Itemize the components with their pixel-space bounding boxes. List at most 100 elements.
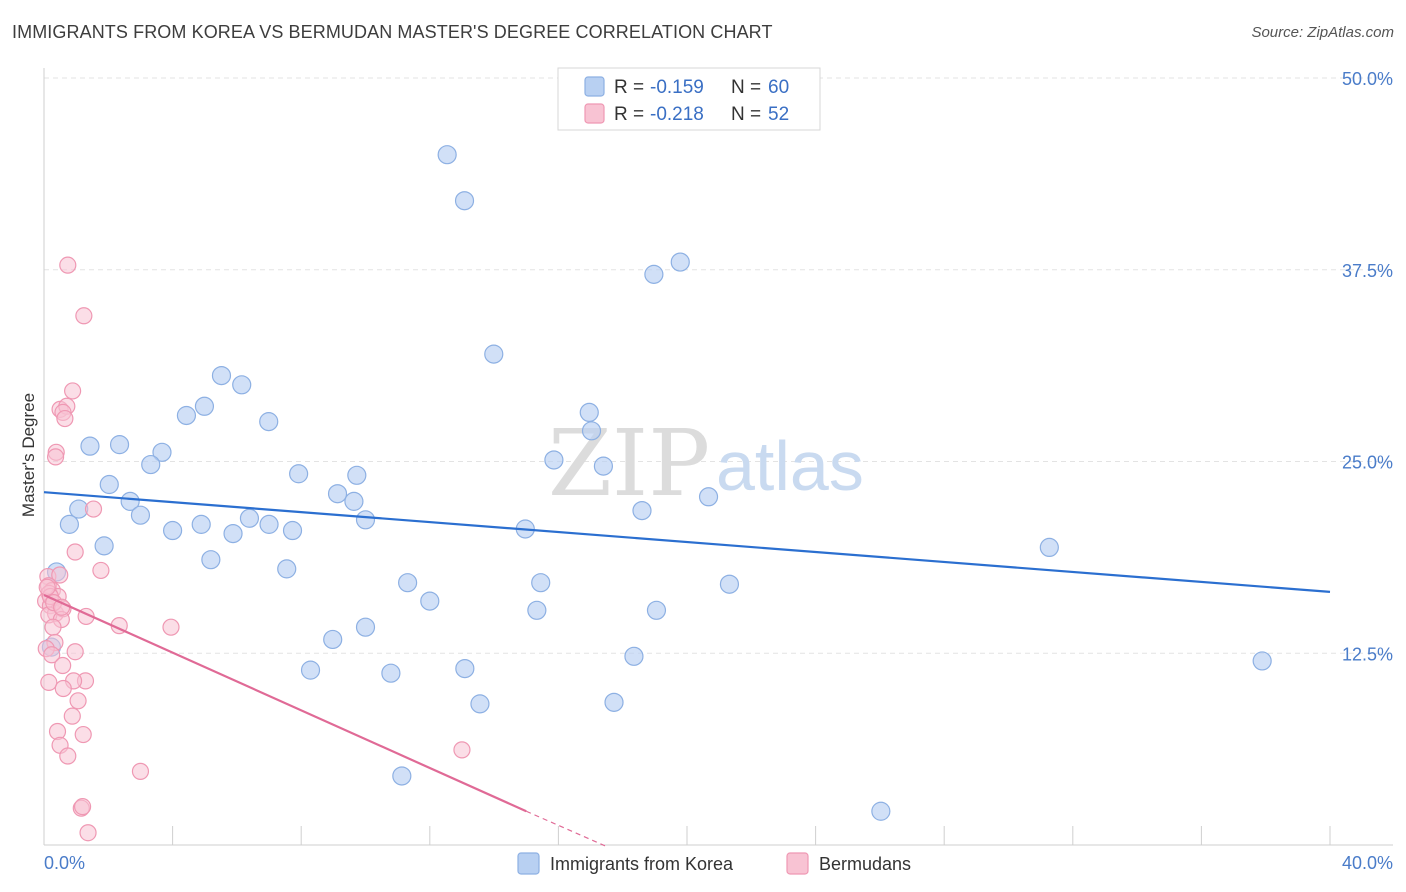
bermuda-trendline-extension <box>526 810 607 848</box>
bermuda-point <box>53 598 71 616</box>
bermuda-point <box>38 578 56 596</box>
bermuda-point <box>92 561 110 580</box>
bermuda-point <box>64 382 82 400</box>
korea-point <box>455 658 475 679</box>
stats-bermuda-swatch <box>584 103 605 124</box>
bermuda-point <box>74 725 92 744</box>
korea-point <box>300 660 321 680</box>
stats-bermuda-n-value: 52 <box>768 104 789 125</box>
korea-point <box>670 252 690 272</box>
gridlines <box>44 77 1393 654</box>
y-axis-label: Master's Degree <box>19 393 38 517</box>
stats-box: R = -0.159 N = 60 R = -0.218 N = 52 <box>557 67 821 131</box>
bermuda-point <box>131 762 150 780</box>
y-tick-label: 12.5% <box>1342 644 1393 664</box>
korea-point <box>719 574 740 594</box>
y-tick-label: 37.5% <box>1342 261 1393 281</box>
korea-point <box>470 694 490 714</box>
korea-point <box>282 520 303 541</box>
korea-point <box>344 491 364 511</box>
korea-point <box>277 559 297 579</box>
bermuda-point <box>54 679 72 698</box>
korea-point <box>581 421 602 441</box>
bermuda-point <box>73 798 92 816</box>
korea-point <box>381 663 401 683</box>
axes <box>43 68 1393 846</box>
korea-point <box>698 487 719 507</box>
korea-point <box>593 456 614 476</box>
stats-bermuda-r-value: -0.218 <box>650 104 704 125</box>
korea-point <box>544 450 564 470</box>
korea-point <box>579 402 599 423</box>
korea-point <box>232 375 252 395</box>
stats-korea-r-label: R = <box>614 77 644 98</box>
watermark-atlas: atlas <box>716 427 864 505</box>
korea-point <box>109 435 130 455</box>
bermuda-point <box>59 747 77 765</box>
bermuda-point <box>63 707 81 725</box>
korea-point <box>646 600 667 620</box>
korea-point <box>1252 651 1272 671</box>
korea-point <box>211 365 232 386</box>
korea-point <box>632 500 652 521</box>
chart-title: IMMIGRANTS FROM KOREA VS BERMUDAN MASTER… <box>12 22 773 42</box>
korea-point <box>289 464 309 484</box>
bermuda-point <box>56 409 74 428</box>
korea-point <box>323 629 343 650</box>
stats-bermuda-n-label: N = <box>731 104 761 125</box>
legend-korea-swatch <box>517 852 540 875</box>
korea-point <box>191 514 211 534</box>
korea-point <box>223 523 243 544</box>
korea-point <box>644 264 664 284</box>
korea-point <box>176 405 197 426</box>
bermuda-point <box>69 692 87 710</box>
korea-point <box>141 454 161 475</box>
bermuda-point <box>54 656 72 675</box>
legend-korea-label: Immigrants from Korea <box>550 854 734 874</box>
stats-korea-n-value: 60 <box>768 77 789 98</box>
trendlines <box>43 491 1331 848</box>
bermuda-point <box>66 643 84 661</box>
korea-point <box>94 536 114 556</box>
bermuda-point <box>75 307 93 325</box>
series-bermuda-points <box>37 256 471 842</box>
stats-korea-r-value: -0.159 <box>650 77 704 98</box>
stats-bermuda-r-label: R = <box>614 104 644 125</box>
bermuda-point <box>44 618 62 636</box>
korea-point <box>355 617 376 637</box>
korea-point <box>99 474 119 495</box>
korea-point <box>194 396 215 416</box>
korea-trendline <box>43 491 1331 593</box>
korea-point <box>259 514 279 534</box>
korea-point <box>152 442 172 462</box>
x-tick-label-max: 40.0% <box>1342 853 1393 873</box>
bermuda-point <box>162 618 180 636</box>
watermark-zip: ZIP <box>548 410 710 517</box>
korea-point <box>454 191 475 211</box>
bermuda-point <box>46 448 65 466</box>
korea-point <box>59 514 79 534</box>
bermuda-point <box>79 824 97 842</box>
korea-point <box>1039 537 1059 558</box>
bermuda-point <box>43 646 61 664</box>
series-korea-points <box>41 145 1272 821</box>
korea-point <box>355 510 376 530</box>
korea-point <box>347 465 367 485</box>
legend-bermuda-label: Bermudans <box>819 854 911 874</box>
korea-point <box>201 550 221 570</box>
korea-point <box>527 600 547 620</box>
y-tick-label: 25.0% <box>1342 453 1393 473</box>
korea-point <box>437 145 457 165</box>
korea-point <box>163 520 183 541</box>
korea-point <box>531 573 551 593</box>
stats-korea-n-label: N = <box>731 77 761 98</box>
bermuda-point <box>59 256 77 274</box>
korea-point <box>604 692 624 712</box>
bermuda-point <box>40 673 58 691</box>
legend-bermuda-swatch <box>786 852 809 875</box>
x-tick-label-min: 0.0% <box>44 853 85 873</box>
korea-point <box>624 646 644 666</box>
bermuda-point <box>453 741 471 759</box>
korea-point <box>871 801 891 821</box>
